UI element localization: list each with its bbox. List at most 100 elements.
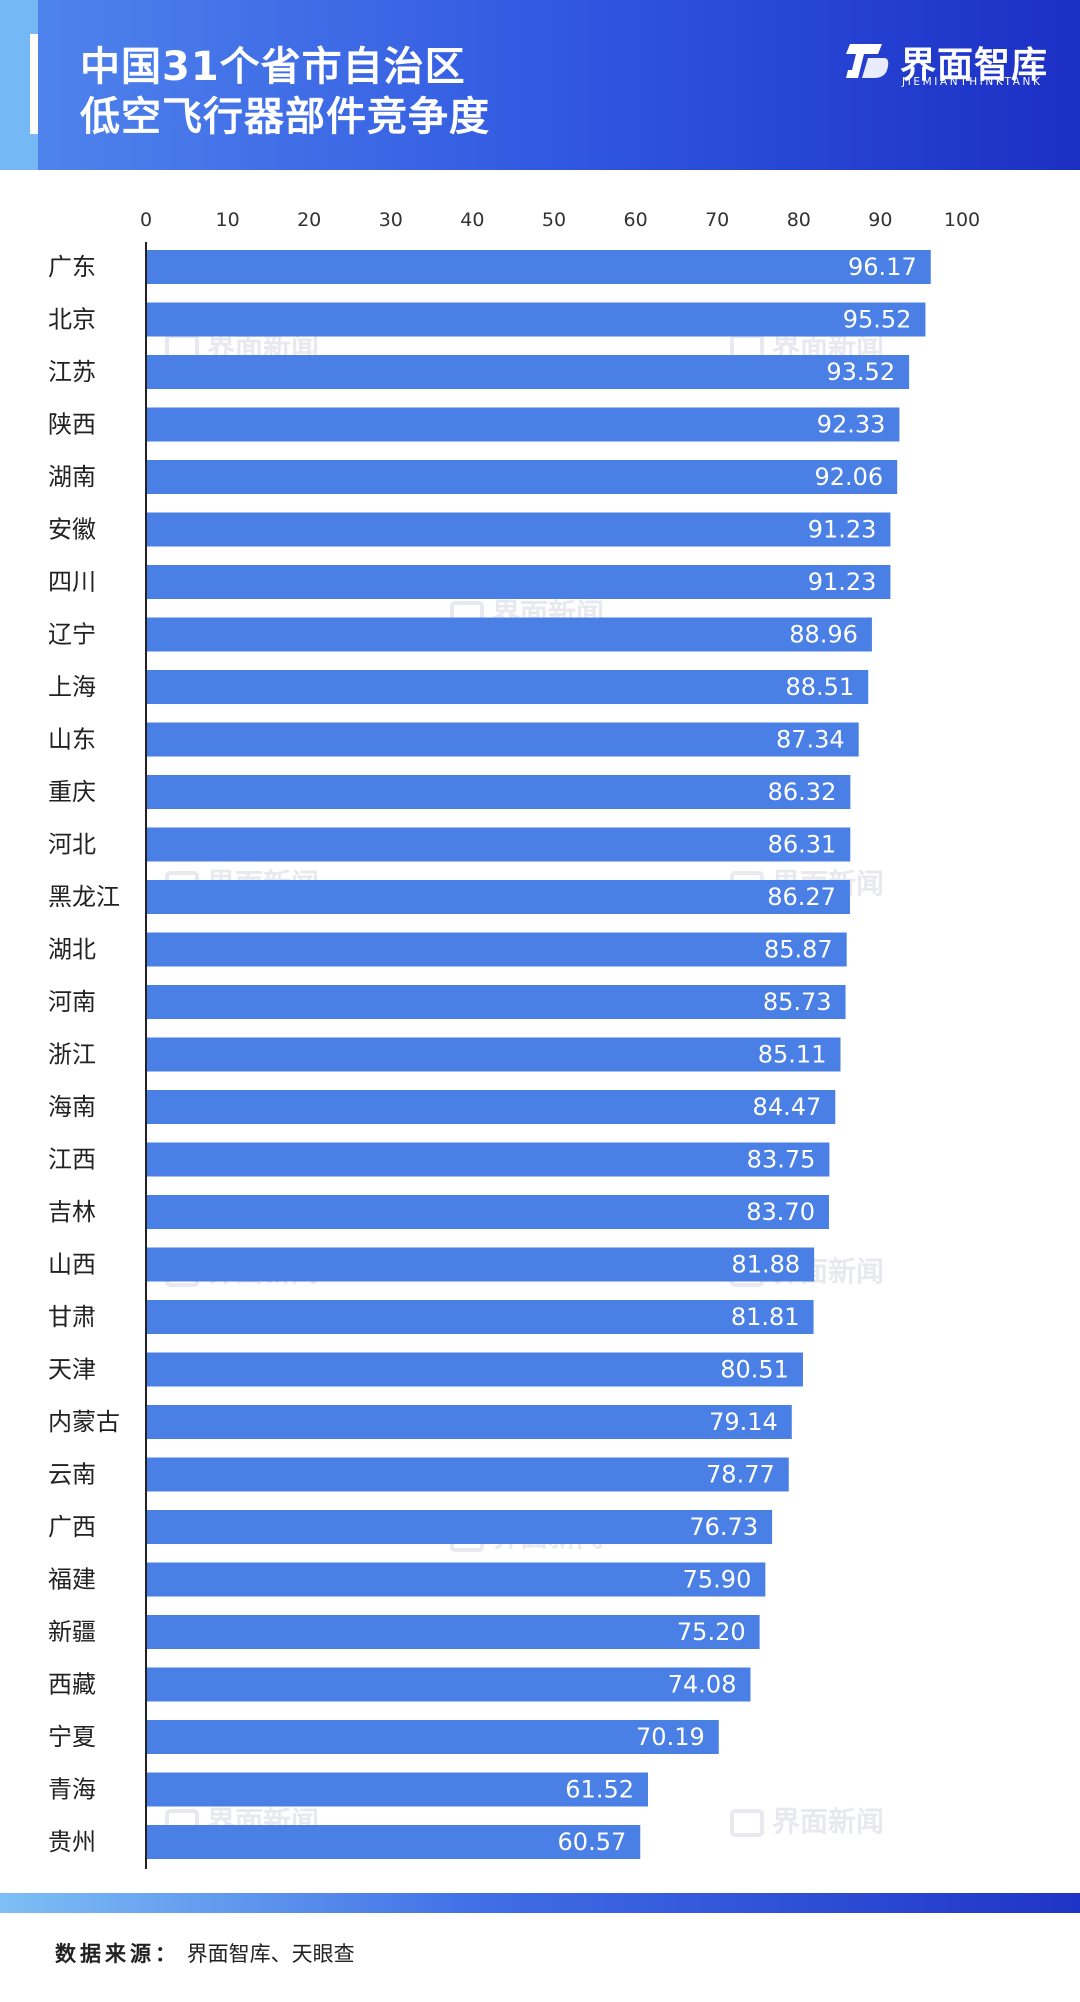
category-label: 北京 (48, 306, 96, 334)
category-label: 宁夏 (48, 1723, 96, 1751)
watermark-logo-icon (730, 1809, 764, 1837)
bar (146, 1562, 766, 1597)
bar-chart: 0 10 20 30 40 50 60 70 80 90 100 广东 96.17 北京 95.52 江苏 93… (48, 209, 980, 1869)
value-label: 79.14 (709, 1408, 778, 1436)
value-label: 85.87 (764, 936, 833, 964)
category-label: 内蒙古 (48, 1408, 120, 1436)
bar (146, 407, 900, 442)
category-label: 陕西 (48, 411, 96, 439)
value-label: 84.47 (753, 1093, 822, 1121)
category-label: 新疆 (48, 1618, 96, 1646)
x-tick-label: 40 (460, 209, 484, 231)
bar (146, 1772, 649, 1807)
value-label: 70.19 (636, 1723, 705, 1751)
bar (146, 775, 851, 809)
x-tick-label: 90 (868, 209, 892, 231)
bar (146, 827, 851, 862)
x-tick-label: 0 (140, 209, 152, 231)
value-label: 86.27 (767, 883, 836, 911)
bar (146, 250, 931, 284)
bar (146, 1247, 815, 1282)
category-label: 湖北 (48, 936, 96, 964)
chart-title-line1: 中国31个省市自治区 (80, 44, 466, 90)
value-label: 78.77 (706, 1461, 775, 1489)
bar (146, 460, 898, 494)
brand-logo-icon (846, 44, 889, 78)
watermark-text: 界面新闻 (772, 1805, 885, 1838)
bar (146, 1352, 803, 1387)
category-label: 江西 (48, 1146, 96, 1174)
category-label: 甘肃 (48, 1303, 96, 1331)
value-label: 88.96 (789, 621, 858, 649)
category-label: 广西 (48, 1513, 96, 1541)
value-label: 74.08 (668, 1671, 737, 1699)
x-tick-label: 50 (542, 209, 566, 231)
value-label: 60.57 (558, 1828, 627, 1856)
bar (146, 565, 891, 599)
category-label: 山东 (48, 726, 96, 754)
bar (146, 1037, 841, 1072)
data-source-text: 界面智库、天眼查 (186, 1942, 355, 1966)
chart-title-line2: 低空飞行器部件竞争度 (80, 94, 490, 140)
category-label: 河北 (48, 831, 96, 859)
category-label: 重庆 (48, 778, 96, 806)
value-label: 75.20 (677, 1618, 746, 1646)
value-label: 91.23 (808, 568, 877, 596)
value-label: 87.34 (776, 726, 845, 754)
footer-strip (0, 1893, 1080, 1913)
watermark: 界面新闻 (730, 1800, 884, 1840)
category-label: 辽宁 (48, 621, 96, 649)
category-label: 黑龙江 (48, 883, 120, 911)
bar (146, 1300, 814, 1334)
x-tick-label: 10 (216, 209, 240, 231)
value-label: 91.23 (808, 516, 877, 544)
value-label: 83.75 (747, 1146, 816, 1174)
bar (146, 1090, 836, 1124)
x-tick-label: 80 (787, 209, 811, 231)
value-label: 95.52 (843, 306, 912, 334)
value-label: 86.32 (768, 778, 837, 806)
category-label: 广东 (48, 253, 96, 281)
value-label: 85.11 (758, 1041, 827, 1069)
value-label: 85.73 (763, 988, 832, 1016)
bar (146, 617, 872, 652)
bar (146, 722, 859, 757)
category-label: 山西 (48, 1251, 96, 1279)
bar (146, 880, 850, 914)
category-label: 福建 (48, 1566, 96, 1594)
x-tick-label: 20 (297, 209, 321, 231)
category-label: 湖南 (48, 463, 96, 491)
brand-name: 界面智库 (900, 45, 1049, 86)
bar (146, 1825, 641, 1859)
value-label: 76.73 (689, 1513, 758, 1541)
bar (146, 1457, 789, 1492)
category-label: 海南 (48, 1093, 96, 1121)
category-label: 上海 (48, 673, 96, 701)
category-label: 浙江 (48, 1041, 96, 1069)
bar (146, 1720, 719, 1754)
value-label: 81.88 (731, 1251, 800, 1279)
category-label: 青海 (48, 1776, 96, 1804)
bar (146, 1142, 830, 1177)
bar (146, 1615, 760, 1649)
x-tick-label: 30 (379, 209, 403, 231)
bar (146, 1510, 773, 1544)
bar (146, 932, 847, 967)
value-label: 80.51 (720, 1356, 789, 1384)
category-label: 四川 (48, 568, 96, 596)
value-label: 83.70 (746, 1198, 815, 1226)
bar (146, 1195, 829, 1229)
x-tick-label: 70 (705, 209, 729, 231)
category-label: 安徽 (48, 516, 96, 544)
value-label: 92.06 (814, 463, 883, 491)
bar (146, 985, 846, 1019)
value-label: 81.81 (731, 1303, 800, 1331)
bar (146, 670, 869, 704)
value-label: 61.52 (565, 1776, 634, 1804)
category-label: 吉林 (48, 1198, 96, 1226)
category-label: 云南 (48, 1461, 96, 1489)
brand-subtitle: JIEMIANTHINKTANK (902, 76, 1043, 88)
value-label: 96.17 (848, 253, 917, 281)
bar (146, 1405, 792, 1439)
value-label: 88.51 (786, 673, 855, 701)
